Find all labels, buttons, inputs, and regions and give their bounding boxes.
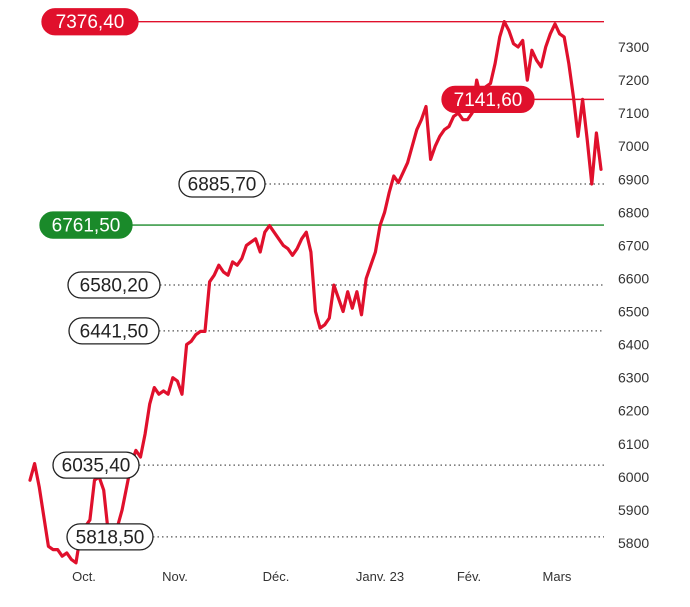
price-series <box>28 20 603 565</box>
x-tick-label: Nov. <box>162 569 188 584</box>
x-tick-label: Déc. <box>263 569 290 584</box>
y-tick-label: 6100 <box>618 436 649 452</box>
value-badge-2 <box>178 170 266 198</box>
y-tick-label: 7100 <box>618 105 649 121</box>
y-tick-label: 6200 <box>618 403 649 419</box>
y-tick-label: 5800 <box>618 535 649 551</box>
value-badge-label-4: 6580,20 <box>80 276 149 297</box>
value-badge-label-0: 7376,40 <box>56 12 125 33</box>
y-tick-label: 6400 <box>618 337 649 353</box>
x-tick-label: Oct. <box>72 569 96 584</box>
y-tick-label: 6300 <box>618 370 649 386</box>
x-tick-label: Fév. <box>457 569 481 584</box>
y-tick-label: 6000 <box>618 469 649 485</box>
value-badges: 7376,40 7141,60 6885,70 6761,50 6580,20 6441,… <box>39 8 535 551</box>
value-badge-4 <box>67 271 161 299</box>
x-axis-ticks: Oct. Nov. Déc. Janv. 23 Fév. Mars <box>72 569 572 584</box>
y-axis-ticks: 5800 5900 6000 6100 6200 6300 6400 6500 6600 6700… <box>618 39 649 551</box>
value-badge-label-6: 6035,40 <box>62 456 131 477</box>
value-badge-3 <box>39 211 133 239</box>
value-badge-label-5: 6441,50 <box>80 321 149 342</box>
value-badge-label-3: 6761,50 <box>52 216 121 237</box>
value-badge-1 <box>441 85 535 114</box>
y-tick-label: 5900 <box>618 502 649 518</box>
value-badge-6 <box>52 451 140 479</box>
value-badge-7 <box>66 523 154 551</box>
y-tick-label: 7300 <box>618 39 649 55</box>
y-tick-label: 7200 <box>618 72 649 88</box>
y-tick-label: 6600 <box>618 270 649 286</box>
value-badge-label-7: 5818,50 <box>76 527 145 548</box>
value-badge-label-2: 6885,70 <box>188 174 257 195</box>
y-tick-label: 7000 <box>618 138 649 154</box>
y-tick-label: 6700 <box>618 237 649 253</box>
x-tick-label: Janv. 23 <box>356 569 404 584</box>
value-badge-0 <box>41 8 139 36</box>
series-line <box>28 20 603 565</box>
value-badge-label-1: 7141,60 <box>454 90 523 111</box>
x-tick-label: Mars <box>543 569 572 584</box>
y-tick-label: 6900 <box>618 171 649 187</box>
y-tick-label: 6800 <box>618 204 649 220</box>
y-tick-label: 6500 <box>618 304 649 320</box>
value-badge-5 <box>68 317 160 345</box>
